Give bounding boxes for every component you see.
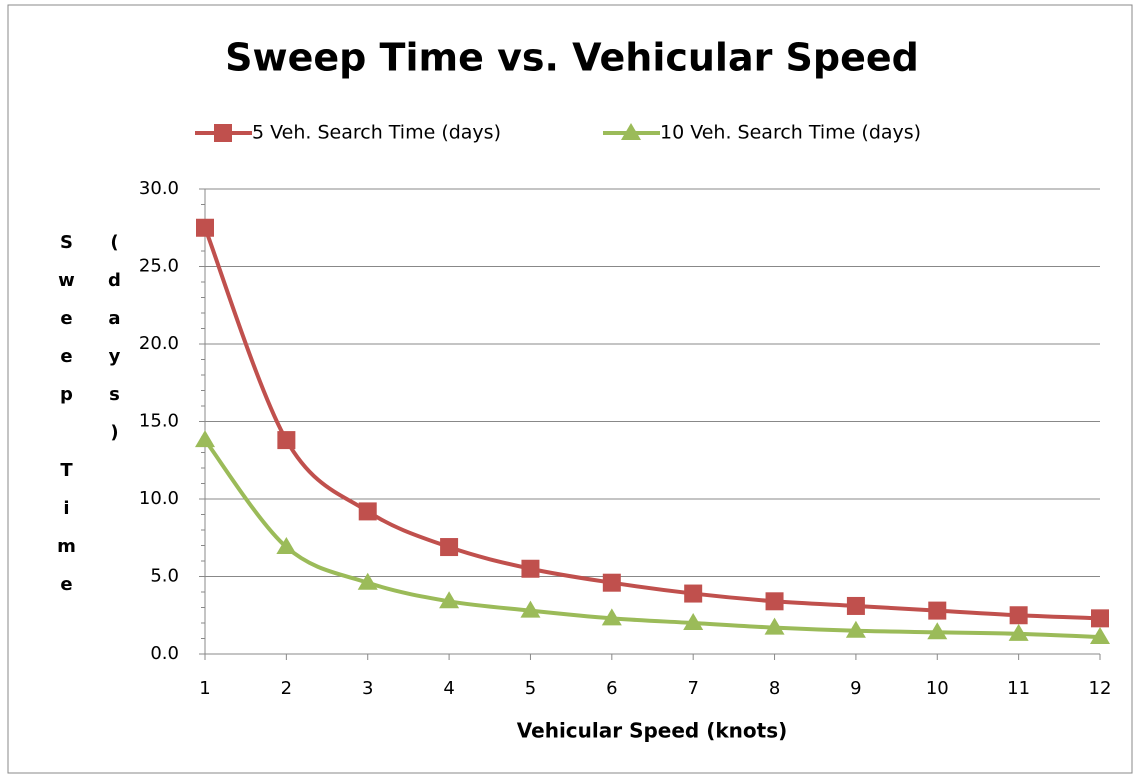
x-tick-label: 3 <box>362 678 373 699</box>
data-point <box>276 537 297 555</box>
legend-marker <box>214 124 232 142</box>
data-point <box>521 559 540 578</box>
data-point <box>846 596 865 615</box>
y-tick-label: 10.0 <box>139 488 179 509</box>
y-tick-label: 5.0 <box>150 566 179 587</box>
x-tick-label: 2 <box>281 678 292 699</box>
y-tick-label: 0.0 <box>150 643 179 664</box>
x-tick-label: 9 <box>850 678 861 699</box>
data-point <box>928 601 947 620</box>
data-point <box>1090 626 1110 644</box>
data-point <box>927 622 948 640</box>
legend-marker <box>621 123 641 140</box>
data-point <box>195 430 215 448</box>
data-point <box>1091 609 1109 628</box>
chart-title: Sweep Time vs. Vehicular Speed <box>225 36 919 80</box>
data-point <box>1008 623 1029 641</box>
x-axis-label: Vehicular Speed (knots) <box>517 719 787 743</box>
legend-label: 5 Veh. Search Time (days) <box>252 122 501 144</box>
y-tick-label: 20.0 <box>139 333 179 354</box>
y-axis-label: Sweep Time (days) <box>56 232 125 612</box>
data-point <box>845 620 866 638</box>
data-point <box>196 218 214 237</box>
data-point <box>601 608 622 626</box>
data-point <box>602 573 621 592</box>
x-tick-label: 4 <box>443 678 454 699</box>
x-tick-label: 12 <box>1089 678 1112 699</box>
x-tick-label: 11 <box>1007 678 1030 699</box>
x-tick-label: 5 <box>525 678 536 699</box>
data-point <box>440 538 459 557</box>
data-point <box>765 592 784 611</box>
data-point <box>520 600 541 618</box>
legend-label: 10 Veh. Search Time (days) <box>660 122 921 144</box>
data-point <box>684 584 703 603</box>
x-tick-label: 10 <box>926 678 949 699</box>
y-tick-label: 30.0 <box>139 178 179 199</box>
data-point <box>1009 606 1028 625</box>
x-tick-label: 7 <box>687 678 698 699</box>
data-point <box>683 613 704 630</box>
y-tick-label: 15.0 <box>139 411 179 432</box>
data-point <box>357 572 378 590</box>
data-point <box>764 617 785 635</box>
y-tick-label: 25.0 <box>139 256 179 277</box>
data-point <box>277 431 296 450</box>
data-point <box>439 591 460 609</box>
x-tick-label: 8 <box>769 678 780 699</box>
x-tick-label: 1 <box>199 678 210 699</box>
x-tick-label: 6 <box>606 678 617 699</box>
data-point <box>358 502 377 521</box>
